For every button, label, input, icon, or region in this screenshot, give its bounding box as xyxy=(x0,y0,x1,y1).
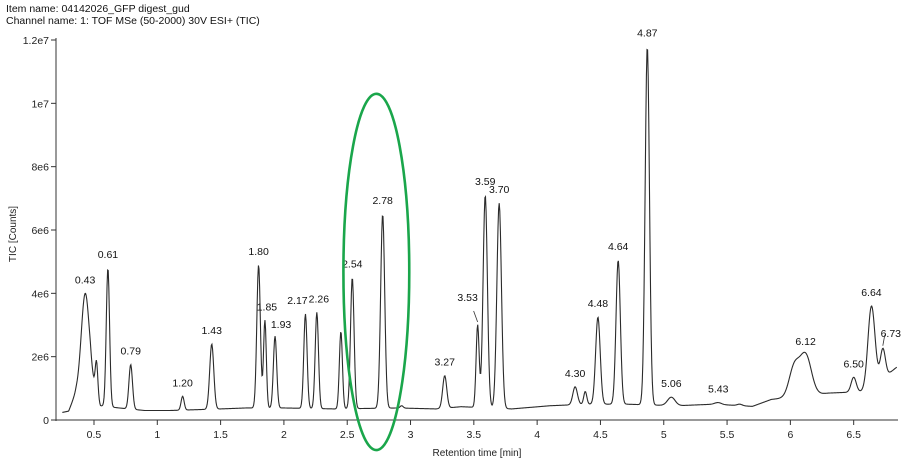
x-axis-title: Retention time [min] xyxy=(433,448,522,459)
peak-label-1-85: 1.85 xyxy=(257,301,278,313)
y-axis-title: TIC [Counts] xyxy=(8,206,19,262)
x-tick-label: 1 xyxy=(154,429,160,441)
channel-name-label: Channel name: 1: TOF MSe (50-2000) 30V E… xyxy=(6,15,260,27)
x-tick-label: 4.5 xyxy=(593,429,608,441)
peak-label-0-79: 0.79 xyxy=(120,346,141,358)
peak-label-1-80: 1.80 xyxy=(248,246,269,258)
peak-label-4-48: 4.48 xyxy=(588,298,609,310)
x-tick-label: 6 xyxy=(787,429,793,441)
peak-label-2-26: 2.26 xyxy=(309,293,330,305)
peak-label-5-43: 5.43 xyxy=(708,384,729,396)
peak-labels: 0.43 0.61 0.79 1.20 1.43 1.80 1.85 1.93 2.17 2.26… xyxy=(75,27,901,395)
peak-label-1-20: 1.20 xyxy=(172,377,193,389)
peak-label-0-61: 0.61 xyxy=(98,249,119,261)
y-tick-label: 0 xyxy=(43,415,49,427)
x-tick-label: 6.5 xyxy=(846,429,861,441)
x-tick-label: 5 xyxy=(661,429,667,441)
x-tick-label: 1.5 xyxy=(213,429,228,441)
peak-label-5-06: 5.06 xyxy=(661,378,682,390)
y-tick-label: 8e6 xyxy=(31,162,49,174)
highlight-overlay xyxy=(342,92,411,452)
peak-label-2-17: 2.17 xyxy=(287,295,308,307)
peak-label-6-73: 6.73 xyxy=(881,328,902,340)
peak-label-1-93: 1.93 xyxy=(271,319,292,331)
leader-line xyxy=(473,310,479,323)
peak-label-3-59: 3.59 xyxy=(475,176,496,188)
peak-label-4-30: 4.30 xyxy=(565,368,586,380)
y-tick-label: 2e6 xyxy=(31,352,49,364)
x-tick-label: 2.5 xyxy=(340,429,355,441)
peak-label-0-43: 0.43 xyxy=(75,274,96,286)
peak-label-3-70: 3.70 xyxy=(489,184,510,196)
peak-label-6-64: 6.64 xyxy=(861,287,882,299)
tic-trace xyxy=(62,48,898,413)
x-tick-label: 5.5 xyxy=(720,429,735,441)
peak-label-6-50: 6.50 xyxy=(843,358,864,370)
tic-line xyxy=(62,48,898,413)
item-name-label: Item name: 04142026_GFP digest_gud xyxy=(6,3,190,15)
peak-label-1-43: 1.43 xyxy=(202,325,223,337)
x-tick-label: 3.5 xyxy=(467,429,482,441)
peak-label-4-87: 4.87 xyxy=(637,27,658,39)
peak-label-2-78: 2.78 xyxy=(372,195,393,207)
x-tick-label: 0.5 xyxy=(87,429,102,441)
peak-label-6-12: 6.12 xyxy=(795,336,816,348)
y-tick-label: 4e6 xyxy=(31,288,49,300)
peak-label-4-64: 4.64 xyxy=(608,241,629,253)
peak-label-2-54: 2.54 xyxy=(342,259,363,271)
x-tick-label: 2 xyxy=(281,429,287,441)
x-tick-label: 4 xyxy=(534,429,540,441)
axes: 0.5 1 1.5 2 2.5 3 3.5 4 4.5 5 5.5 6 6.502e64e66e68e6… xyxy=(23,35,898,441)
peak-label-3-27: 3.27 xyxy=(434,357,455,369)
leader-line xyxy=(882,334,886,346)
y-tick-label: 1e7 xyxy=(31,98,49,110)
y-tick-label: 6e6 xyxy=(31,225,49,237)
peak-label-3-53: 3.53 xyxy=(457,292,478,304)
x-tick-label: 3 xyxy=(408,429,414,441)
y-tick-label: 1.2e7 xyxy=(23,35,49,47)
highlight-ellipse xyxy=(342,92,411,452)
